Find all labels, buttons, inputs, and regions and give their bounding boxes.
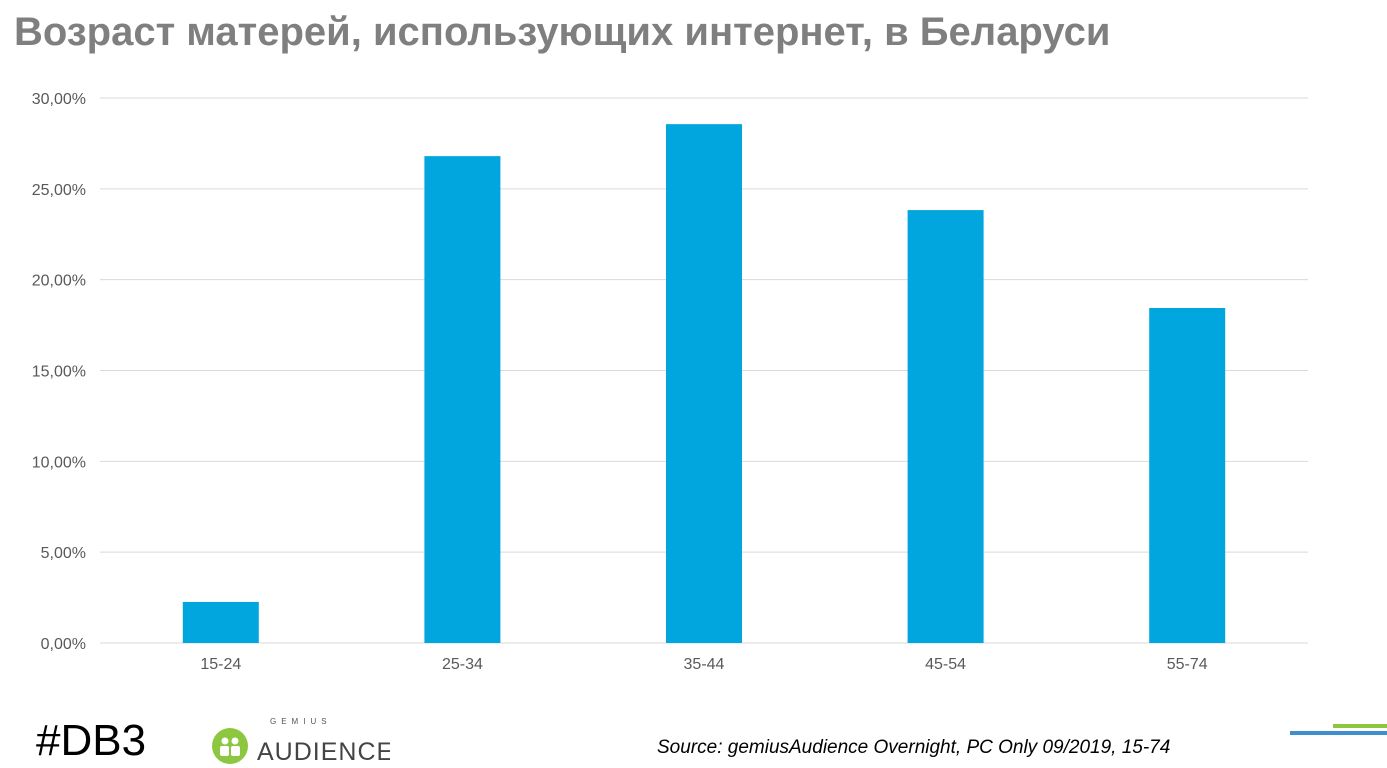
bar — [424, 156, 501, 643]
chart-title: Возраст матерей, использующих интернет, … — [14, 10, 1111, 54]
x-tick-label: 35-44 — [684, 656, 725, 673]
x-tick-label: 15-24 — [200, 656, 241, 673]
decorative-blue-line — [1290, 731, 1387, 735]
y-tick-label: 25,00% — [32, 182, 86, 199]
source-note: Source: gemiusAudience Overnight, PC Onl… — [657, 737, 1171, 758]
bar-chart: 0,00% 5,00% 10,00% 15,00% 20,00% 25,00% 30,00%… — [32, 91, 1308, 673]
hashtag-label: #DB3 — [36, 716, 147, 765]
logo-main-text: AUDIENCE — [257, 738, 390, 766]
y-tick-label: 5,00% — [41, 545, 86, 562]
bar — [1149, 308, 1226, 643]
decorative-green-line — [1333, 724, 1387, 728]
logo-people-icon — [212, 728, 248, 764]
bar — [907, 210, 984, 644]
gemius-audience-logo: GEMIUS AUDIENCE — [212, 717, 390, 766]
x-tick-label: 25-34 — [442, 656, 483, 673]
bar — [182, 601, 259, 643]
y-tick-label: 0,00% — [41, 636, 86, 653]
y-tick-label: 10,00% — [32, 454, 86, 471]
y-tick-label: 30,00% — [32, 91, 86, 108]
x-tick-label: 45-54 — [925, 656, 966, 673]
logo-top-text: GEMIUS — [270, 717, 332, 726]
y-tick-label: 20,00% — [32, 273, 86, 290]
x-tick-label: 55-74 — [1167, 656, 1208, 673]
y-tick-label: 15,00% — [32, 364, 86, 381]
bar — [666, 124, 742, 643]
